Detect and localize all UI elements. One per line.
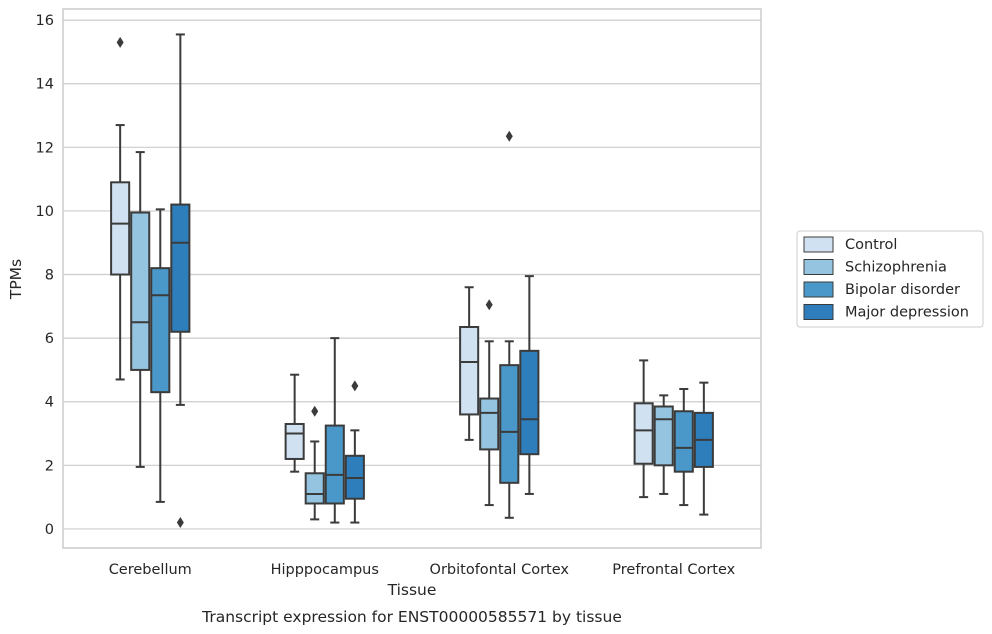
- y-tick-labels: 0 2 4 6 8 10 12 14 16: [36, 13, 54, 538]
- y-tick-label-4: 8: [45, 268, 54, 284]
- outlier-0: [505, 130, 513, 142]
- boxes-layer: [110, 33, 714, 529]
- box-body: [324, 424, 345, 505]
- outlier-0: [485, 299, 493, 311]
- y-tick-label-2: 4: [45, 395, 54, 411]
- legend-label-2: Bipolar disorder: [845, 282, 960, 298]
- outlier-0: [311, 405, 319, 417]
- box-body: [653, 405, 674, 467]
- legend-label-1: Schizophrenia: [845, 260, 947, 276]
- box-3-1: [653, 394, 674, 495]
- outlier-0: [176, 517, 184, 529]
- chart-caption: Transcript expression for ENST0000058557…: [201, 608, 622, 626]
- box-2-2: [499, 130, 520, 519]
- x-tick-label-3: Prefrontal Cortex: [612, 562, 735, 578]
- box-body: [110, 181, 131, 276]
- box-2-0: [459, 286, 480, 441]
- legend: Control Schizophrenia Bipolar disorder Majo…: [796, 230, 984, 328]
- box-1-0: [284, 373, 305, 473]
- y-axis-title: TPMs: [7, 259, 25, 300]
- box-body: [633, 402, 654, 465]
- x-tick-label-2: Orbitofontal Cortex: [430, 562, 570, 578]
- y-tick-label-1: 2: [45, 458, 54, 474]
- x-axis-title: Tissue: [387, 581, 437, 599]
- box-1-3: [344, 380, 365, 524]
- legend-label-0: Control: [845, 237, 897, 253]
- grid-lines: [63, 19, 761, 530]
- y-tick-label-8: 16: [36, 13, 54, 29]
- box-body: [284, 422, 305, 460]
- box-body: [170, 203, 191, 333]
- y-tick-label-3: 6: [45, 331, 54, 347]
- box-0-0: [110, 36, 131, 381]
- legend-frame: [796, 230, 984, 328]
- legend-label-3: Major depression: [845, 305, 969, 321]
- outlier-0: [116, 36, 124, 48]
- legend-swatch-1: [803, 259, 834, 275]
- box-body: [479, 397, 500, 451]
- box-0-1: [130, 151, 151, 468]
- y-tick-label-6: 12: [36, 140, 54, 156]
- box-1-2: [324, 337, 345, 524]
- x-tick-labels: Cerebellum Hipppocampus Orbitofontal Corte…: [109, 562, 736, 578]
- y-tick-label-5: 10: [36, 204, 54, 220]
- box-2-1: [479, 299, 500, 507]
- box-body: [459, 325, 480, 416]
- legend-swatch-3: [803, 304, 834, 320]
- box-1-1: [304, 405, 325, 521]
- box-body: [130, 211, 151, 371]
- y-tick-label-7: 14: [36, 77, 54, 93]
- box-body: [304, 472, 325, 505]
- box-3-3: [693, 381, 714, 516]
- box-body: [519, 349, 540, 456]
- box-3-0: [633, 359, 654, 499]
- box-2-3: [519, 275, 540, 495]
- box-body: [499, 364, 520, 484]
- box-3-2: [673, 388, 694, 507]
- legend-swatch-2: [803, 281, 834, 298]
- outlier-0: [351, 380, 359, 392]
- x-tick-label-0: Cerebellum: [109, 562, 192, 578]
- y-tick-label-0: 0: [45, 522, 54, 538]
- legend-swatch-0: [803, 236, 834, 253]
- plot-frame: [62, 8, 762, 549]
- x-tick-label-1: Hipppocampus: [271, 562, 379, 578]
- box-0-2: [150, 208, 171, 503]
- box-body: [150, 267, 171, 394]
- box-0-3: [170, 33, 191, 529]
- box-body: [673, 410, 694, 473]
